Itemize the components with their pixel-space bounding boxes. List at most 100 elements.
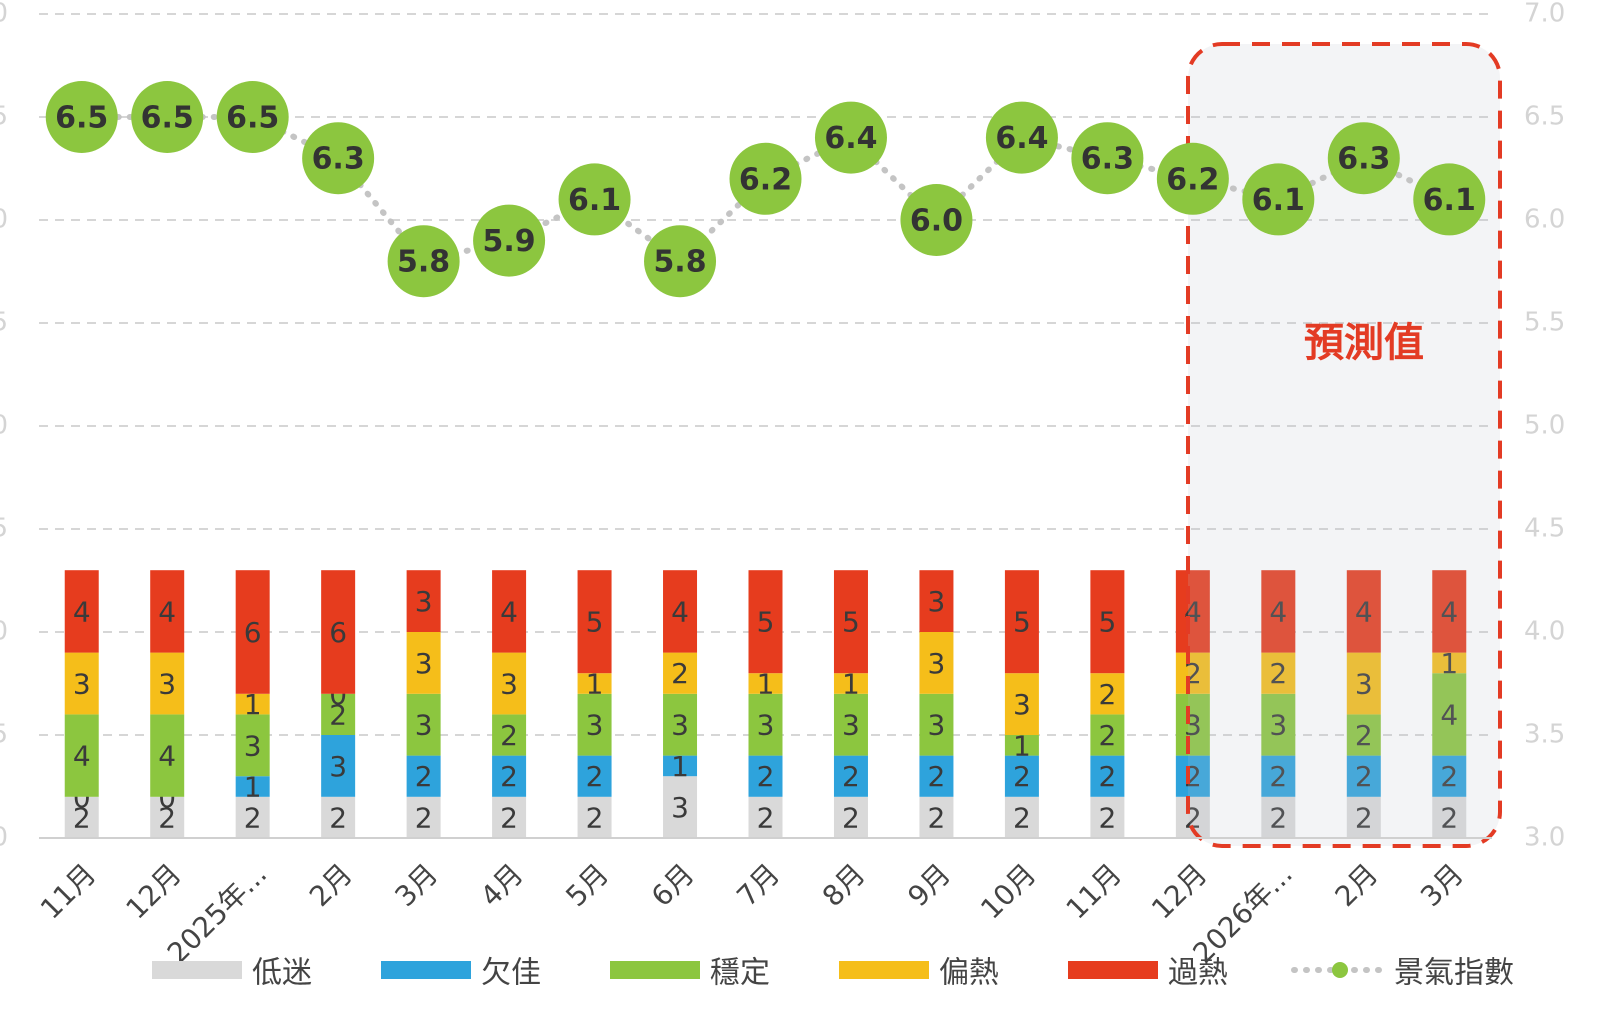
data-label: 6.5 bbox=[55, 101, 108, 136]
data-label: 6.3 bbox=[1081, 142, 1134, 177]
bar-segment bbox=[64, 570, 99, 653]
bar-segment bbox=[321, 693, 356, 735]
bar-segment bbox=[1004, 735, 1039, 756]
y2-tick-label: 6.5 bbox=[1524, 102, 1565, 132]
marker bbox=[1156, 142, 1229, 215]
data-label: 4 bbox=[1440, 698, 1458, 731]
data-label: 2 bbox=[1098, 719, 1116, 752]
bar-segment bbox=[1175, 755, 1210, 797]
bar-segment bbox=[1346, 652, 1381, 715]
data-label: 2 bbox=[329, 801, 347, 834]
bar-segment bbox=[577, 755, 612, 797]
data-label: 6.5 bbox=[141, 101, 194, 136]
data-label: 2 bbox=[415, 801, 433, 834]
data-label: 4 bbox=[1355, 595, 1373, 628]
data-label: 5 bbox=[757, 606, 775, 639]
legend-swatch bbox=[1068, 961, 1158, 979]
data-label: 3 bbox=[73, 668, 91, 701]
data-label: 6.1 bbox=[1252, 183, 1305, 218]
x-tick-label: 7月 bbox=[730, 857, 786, 913]
data-label: 5 bbox=[1013, 606, 1031, 639]
marker bbox=[45, 81, 118, 153]
bar-segment bbox=[235, 693, 270, 715]
legend-label: 過熱 bbox=[1168, 956, 1228, 991]
bar-segment bbox=[919, 693, 954, 756]
data-label: 5 bbox=[842, 606, 860, 639]
data-label: 2 bbox=[1355, 801, 1373, 834]
data-label: 3 bbox=[329, 750, 347, 783]
data-label: 3 bbox=[671, 791, 689, 824]
data-label: 6.2 bbox=[1166, 162, 1219, 197]
data-label: 4 bbox=[1269, 595, 1287, 628]
data-label: 4 bbox=[1440, 595, 1458, 628]
data-label: 1 bbox=[671, 750, 689, 783]
bar-segment bbox=[919, 570, 954, 632]
legend-label: 穩定 bbox=[710, 956, 770, 991]
legend: 低迷 欠佳 穩定 偏熱 過熱 景氣指數 bbox=[152, 956, 1514, 991]
data-label: 4 bbox=[73, 595, 91, 628]
bar-segment bbox=[1346, 796, 1381, 838]
marker bbox=[1071, 122, 1144, 195]
bars: 2222222322222222200132221222222222443232… bbox=[64, 570, 1467, 838]
bar-segment bbox=[833, 673, 868, 694]
data-label: 3 bbox=[244, 729, 262, 762]
data-label: 3 bbox=[586, 709, 604, 742]
data-label: 2 bbox=[329, 698, 347, 731]
data-label: 3 bbox=[1269, 709, 1287, 742]
bar-segment bbox=[577, 693, 612, 756]
marker bbox=[1327, 122, 1400, 195]
bar-segment bbox=[1004, 673, 1039, 735]
marker bbox=[729, 142, 802, 215]
data-label: 2 bbox=[500, 801, 518, 834]
y-tick-label: 0 bbox=[0, 823, 8, 853]
annotation: 預測值 bbox=[1304, 320, 1424, 366]
bar-segment bbox=[1432, 652, 1467, 674]
data-label: 6 bbox=[329, 616, 347, 649]
data-label: 2 bbox=[586, 760, 604, 793]
marker bbox=[131, 81, 204, 153]
y2-tick-label: 4.5 bbox=[1524, 514, 1565, 544]
data-label: 3 bbox=[928, 585, 946, 618]
x-tick-label: 3月 bbox=[1414, 857, 1470, 913]
data-label: 3 bbox=[1013, 688, 1031, 721]
x-tick-label: 11月 bbox=[1060, 857, 1128, 925]
bar-segment bbox=[833, 693, 868, 756]
bar-segment bbox=[235, 570, 270, 694]
y2-tick-label: 6.0 bbox=[1524, 205, 1565, 235]
bar-segment bbox=[748, 755, 783, 797]
x-tick-label: 6月 bbox=[645, 857, 701, 913]
bar-segment bbox=[1261, 652, 1296, 694]
data-label: 2 bbox=[158, 801, 176, 834]
y-tick-label: 5 bbox=[0, 720, 8, 750]
y-tick-label: 30 bbox=[0, 205, 8, 235]
data-label: 6.5 bbox=[226, 101, 279, 136]
data-label: 1 bbox=[244, 771, 262, 804]
data-label: 5 bbox=[1098, 606, 1116, 639]
bar-segment bbox=[150, 652, 185, 715]
bar-segment bbox=[1432, 796, 1467, 838]
bar-segment bbox=[1261, 755, 1296, 797]
data-label: 2 bbox=[500, 760, 518, 793]
legend-swatch bbox=[839, 961, 929, 979]
bar-segment bbox=[406, 755, 441, 797]
bar-segment bbox=[1346, 714, 1381, 756]
bar-segment bbox=[1004, 796, 1039, 838]
data-label: 6.1 bbox=[568, 183, 621, 218]
bar-segment bbox=[1261, 570, 1296, 653]
x-tick-label: 10月 bbox=[974, 857, 1042, 925]
data-label: 2 bbox=[1013, 760, 1031, 793]
x-tick-label: 12月 bbox=[119, 857, 187, 925]
data-label: 1 bbox=[586, 668, 604, 701]
legend-label: 偏熱 bbox=[939, 956, 999, 991]
marker bbox=[814, 101, 887, 174]
data-label: 2 bbox=[1355, 760, 1373, 793]
data-label: 4 bbox=[73, 740, 91, 773]
data-label: 2 bbox=[1269, 801, 1287, 834]
data-label: 2 bbox=[757, 760, 775, 793]
bar-segment bbox=[492, 796, 527, 838]
data-label: 2 bbox=[73, 801, 91, 834]
bar-segment bbox=[150, 570, 185, 653]
bar-segment bbox=[406, 570, 441, 632]
x-tick-label: 12月 bbox=[1145, 857, 1213, 925]
bar-segment bbox=[919, 796, 954, 838]
